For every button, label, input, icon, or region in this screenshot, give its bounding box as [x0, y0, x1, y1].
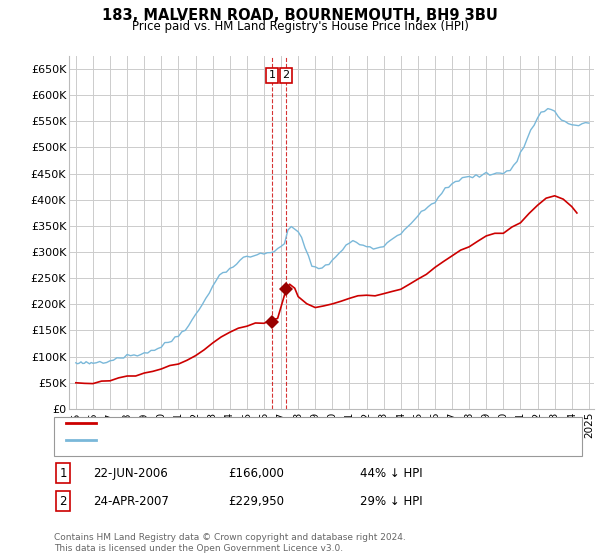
Text: 2: 2	[283, 71, 290, 80]
Text: 183, MALVERN ROAD, BOURNEMOUTH, BH9 3BU: 183, MALVERN ROAD, BOURNEMOUTH, BH9 3BU	[102, 8, 498, 24]
Text: HPI: Average price, detached house, Bournemouth Christchurch and Poole: HPI: Average price, detached house, Bour…	[102, 435, 508, 445]
Text: 29% ↓ HPI: 29% ↓ HPI	[360, 494, 422, 508]
Text: 2: 2	[59, 494, 67, 508]
Text: 22-JUN-2006: 22-JUN-2006	[93, 466, 168, 480]
Text: Contains HM Land Registry data © Crown copyright and database right 2024.
This d: Contains HM Land Registry data © Crown c…	[54, 533, 406, 553]
Text: Price paid vs. HM Land Registry's House Price Index (HPI): Price paid vs. HM Land Registry's House …	[131, 20, 469, 32]
Text: 1: 1	[268, 71, 275, 80]
Text: 1: 1	[59, 466, 67, 480]
Text: 183, MALVERN ROAD, BOURNEMOUTH, BH9 3BU (detached house): 183, MALVERN ROAD, BOURNEMOUTH, BH9 3BU …	[102, 418, 467, 428]
Text: £229,950: £229,950	[228, 494, 284, 508]
Text: £166,000: £166,000	[228, 466, 284, 480]
Text: 44% ↓ HPI: 44% ↓ HPI	[360, 466, 422, 480]
Text: 24-APR-2007: 24-APR-2007	[93, 494, 169, 508]
